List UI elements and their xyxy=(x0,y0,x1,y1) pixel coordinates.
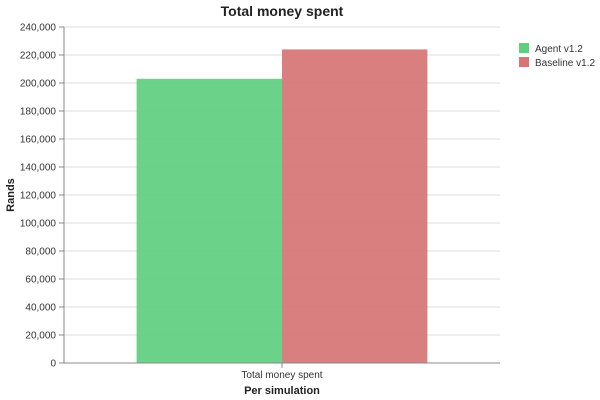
bar-agent-v1-2 xyxy=(136,78,282,364)
legend: Agent v1.2 Baseline v1.2 xyxy=(519,43,595,69)
legend-swatch xyxy=(519,43,529,53)
y-tick-label: 40,000 xyxy=(25,303,56,314)
y-tick-label: 140,000 xyxy=(20,163,57,174)
y-axis-title: Rands xyxy=(5,178,17,212)
y-tick-label: 120,000 xyxy=(20,191,57,202)
y-tick-label: 200,000 xyxy=(20,79,57,90)
y-tick-label: 100,000 xyxy=(20,219,57,230)
bars xyxy=(136,49,428,364)
bar-baseline-v1-2 xyxy=(282,49,428,364)
y-tick-label: 180,000 xyxy=(20,107,57,118)
y-tick-label: 220,000 xyxy=(20,51,57,62)
legend-label: Baseline v1.2 xyxy=(535,58,595,69)
y-tick-label: 240,000 xyxy=(20,23,57,34)
y-tick-label: 160,000 xyxy=(20,135,57,146)
x-tick-label: Total money spent xyxy=(241,370,322,381)
y-tick-label: 20,000 xyxy=(25,331,56,342)
y-tick-labels: 0 20,000 40,000 60,000 80,000 100,000 120,000 1… xyxy=(20,23,64,370)
x-axis-title: Per simulation xyxy=(244,385,320,397)
y-tick-label: 60,000 xyxy=(25,275,56,286)
y-tick-label: 80,000 xyxy=(25,247,56,258)
y-tick-label: 0 xyxy=(50,359,56,370)
x-tick-labels: Total money spent xyxy=(241,363,323,381)
chart-title: Total money spent xyxy=(221,3,344,19)
legend-label: Agent v1.2 xyxy=(535,44,583,55)
legend-swatch xyxy=(519,57,529,67)
